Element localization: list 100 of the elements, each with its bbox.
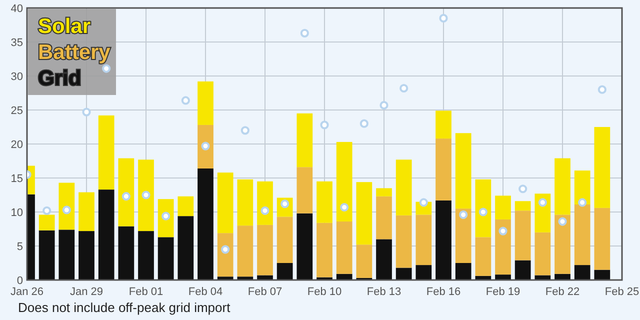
bar (396, 268, 412, 280)
bar (316, 222, 332, 278)
bar (276, 216, 293, 263)
bar (237, 226, 254, 277)
bar (376, 196, 392, 240)
point (260, 206, 270, 215)
x-tick-label: Feb 22 (545, 286, 580, 298)
bar (336, 274, 352, 280)
bar (514, 260, 531, 280)
bar (38, 230, 55, 280)
point (320, 120, 329, 130)
bar (178, 196, 194, 216)
y-tick-label: 35 (10, 37, 23, 49)
bar (336, 142, 352, 222)
bar (416, 265, 432, 280)
bar (554, 274, 570, 280)
bar (158, 199, 174, 238)
bar (58, 182, 75, 230)
bar (316, 181, 332, 223)
point (518, 184, 528, 194)
bar (574, 265, 590, 280)
point (360, 119, 368, 128)
bar (396, 160, 412, 216)
bar (594, 270, 610, 280)
y-tick-label: 25 (10, 105, 23, 117)
y-tick-label: 10 (10, 207, 23, 219)
text: Solar (38, 15, 91, 38)
bar (138, 231, 154, 280)
y-tick-label: 5 (16, 241, 23, 253)
y-tick-label: 15 (10, 173, 23, 185)
text: Grid (38, 67, 82, 90)
point (221, 245, 230, 254)
point (598, 85, 606, 94)
bar (436, 200, 452, 280)
bar (416, 214, 432, 266)
bar (495, 274, 511, 280)
point (102, 64, 111, 73)
point (162, 212, 170, 220)
bar (376, 239, 392, 280)
text: Battery (38, 41, 111, 64)
point (142, 190, 150, 200)
bar (356, 182, 372, 245)
bar (396, 215, 412, 268)
point (201, 142, 210, 150)
bar (594, 208, 610, 270)
bar (198, 81, 214, 125)
x-tick-label: Feb 16 (426, 286, 461, 298)
bar (495, 196, 511, 220)
x-tick-label: Jan 26 (10, 286, 44, 298)
bar (495, 219, 511, 275)
bar (475, 237, 492, 276)
bar (534, 232, 551, 276)
bar (58, 230, 75, 280)
x-tick-label: Feb 01 (128, 286, 164, 298)
point (400, 84, 408, 93)
bar (296, 113, 313, 168)
bar (534, 275, 551, 280)
text: Does not include off-peak grid import (18, 300, 231, 315)
point (538, 198, 547, 207)
bar (118, 158, 134, 226)
x-tick-label: Feb 10 (307, 286, 342, 298)
bar (534, 194, 551, 232)
point (181, 96, 190, 105)
x-tick-label: Feb 25 (604, 286, 640, 298)
bar (455, 133, 472, 209)
bar (178, 216, 194, 280)
y-tick-label: 0 (16, 275, 23, 287)
point (380, 100, 388, 110)
point (42, 206, 52, 215)
bar (436, 138, 452, 200)
bar (38, 214, 55, 230)
x-tick-label: Feb 19 (486, 286, 520, 298)
bar (514, 201, 531, 211)
bar (158, 237, 174, 280)
bar (217, 233, 234, 277)
bar (276, 263, 293, 280)
bar (296, 213, 313, 280)
point (419, 198, 428, 207)
y-tick-label: 20 (10, 139, 23, 151)
y-tick-label: 30 (10, 71, 23, 83)
bar (554, 214, 570, 274)
bar (436, 110, 452, 139)
point (340, 202, 349, 212)
bar (118, 226, 134, 280)
bar (336, 222, 352, 274)
y-tick-label: 40 (10, 3, 23, 15)
bar (78, 192, 94, 232)
point (62, 206, 71, 214)
x-tick-label: Feb 07 (248, 286, 282, 298)
point (82, 108, 91, 116)
bar (237, 179, 254, 226)
bar (98, 115, 114, 190)
bar (98, 190, 114, 280)
bar (257, 181, 273, 225)
bar (138, 160, 154, 232)
bar (574, 204, 590, 266)
bar (376, 188, 392, 196)
point (439, 14, 448, 22)
x-tick-label: Feb 13 (366, 286, 402, 298)
bar (475, 179, 492, 238)
